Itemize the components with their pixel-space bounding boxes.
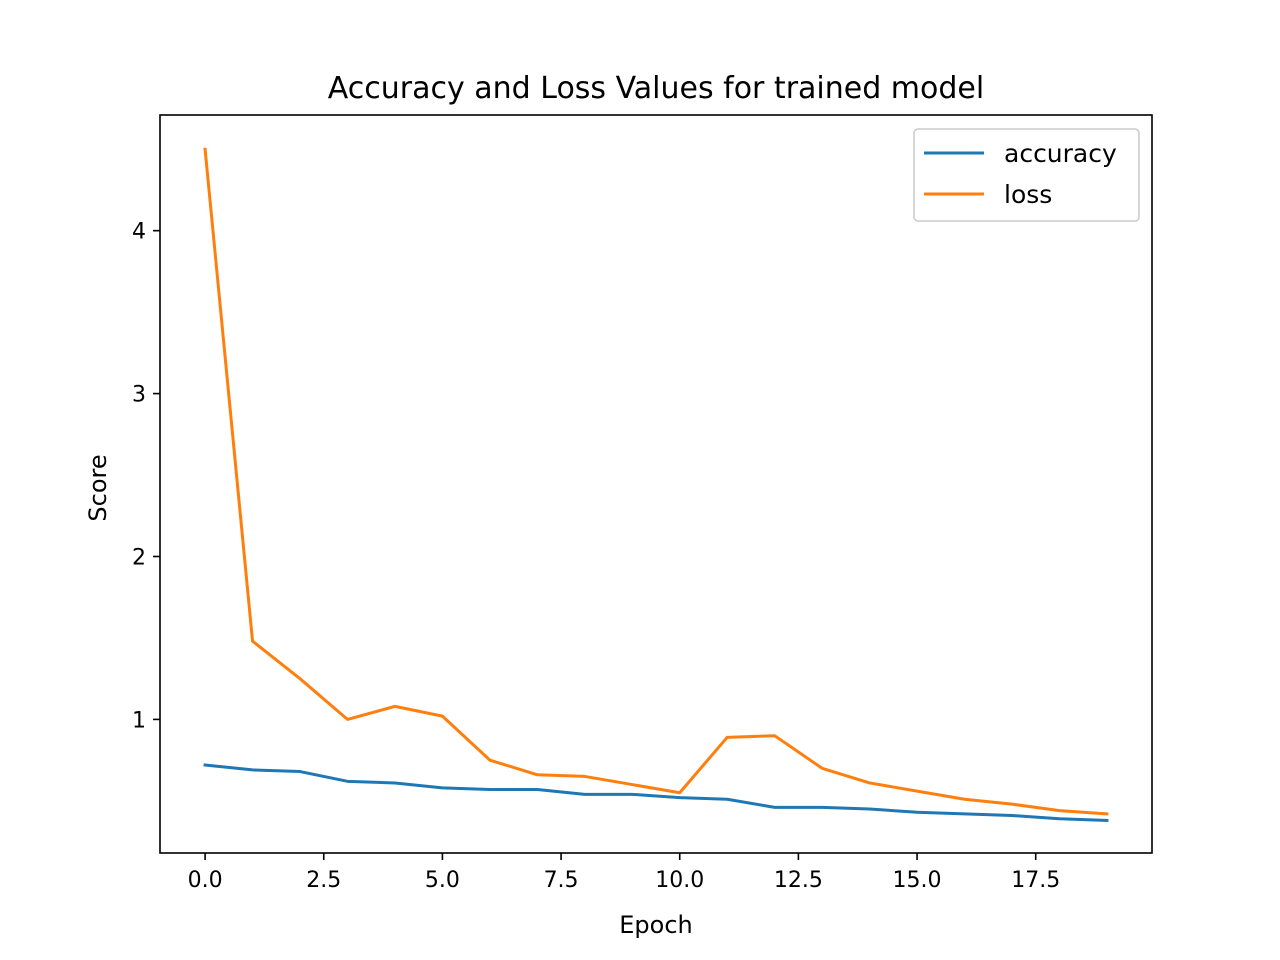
- y-tick-label: 2: [132, 545, 146, 570]
- series-line-loss: [203, 147, 1109, 816]
- legend-label-accuracy: accuracy: [1004, 139, 1117, 168]
- x-tick-label: 10.0: [655, 868, 704, 893]
- x-tick-label: 5.0: [425, 868, 460, 893]
- series-line-accuracy: [203, 763, 1109, 822]
- x-axis: 0.0 2.5 5.0 7.5 10.0 12.5 15.0 17.5: [188, 853, 1060, 893]
- x-tick-label: 17.5: [1011, 868, 1060, 893]
- y-axis: 1 2 3 4: [132, 220, 160, 733]
- y-tick-label: 1: [132, 708, 146, 733]
- y-tick-label: 4: [132, 220, 146, 245]
- x-tick-label: 0.0: [188, 868, 223, 893]
- x-tick-label: 7.5: [544, 868, 579, 893]
- y-axis-label: Score: [84, 454, 112, 521]
- y-tick-label: 3: [132, 383, 146, 408]
- legend: accuracy loss: [913, 128, 1140, 222]
- x-tick-label: 2.5: [306, 868, 341, 893]
- axes-frame: [159, 114, 1153, 854]
- plot-area: [159, 114, 1153, 854]
- x-tick-label: 12.5: [774, 868, 823, 893]
- legend-label-loss: loss: [1004, 180, 1052, 209]
- x-axis-label: Epoch: [619, 911, 693, 939]
- chart-title: Accuracy and Loss Values for trained mod…: [328, 71, 984, 106]
- x-tick-label: 15.0: [893, 868, 942, 893]
